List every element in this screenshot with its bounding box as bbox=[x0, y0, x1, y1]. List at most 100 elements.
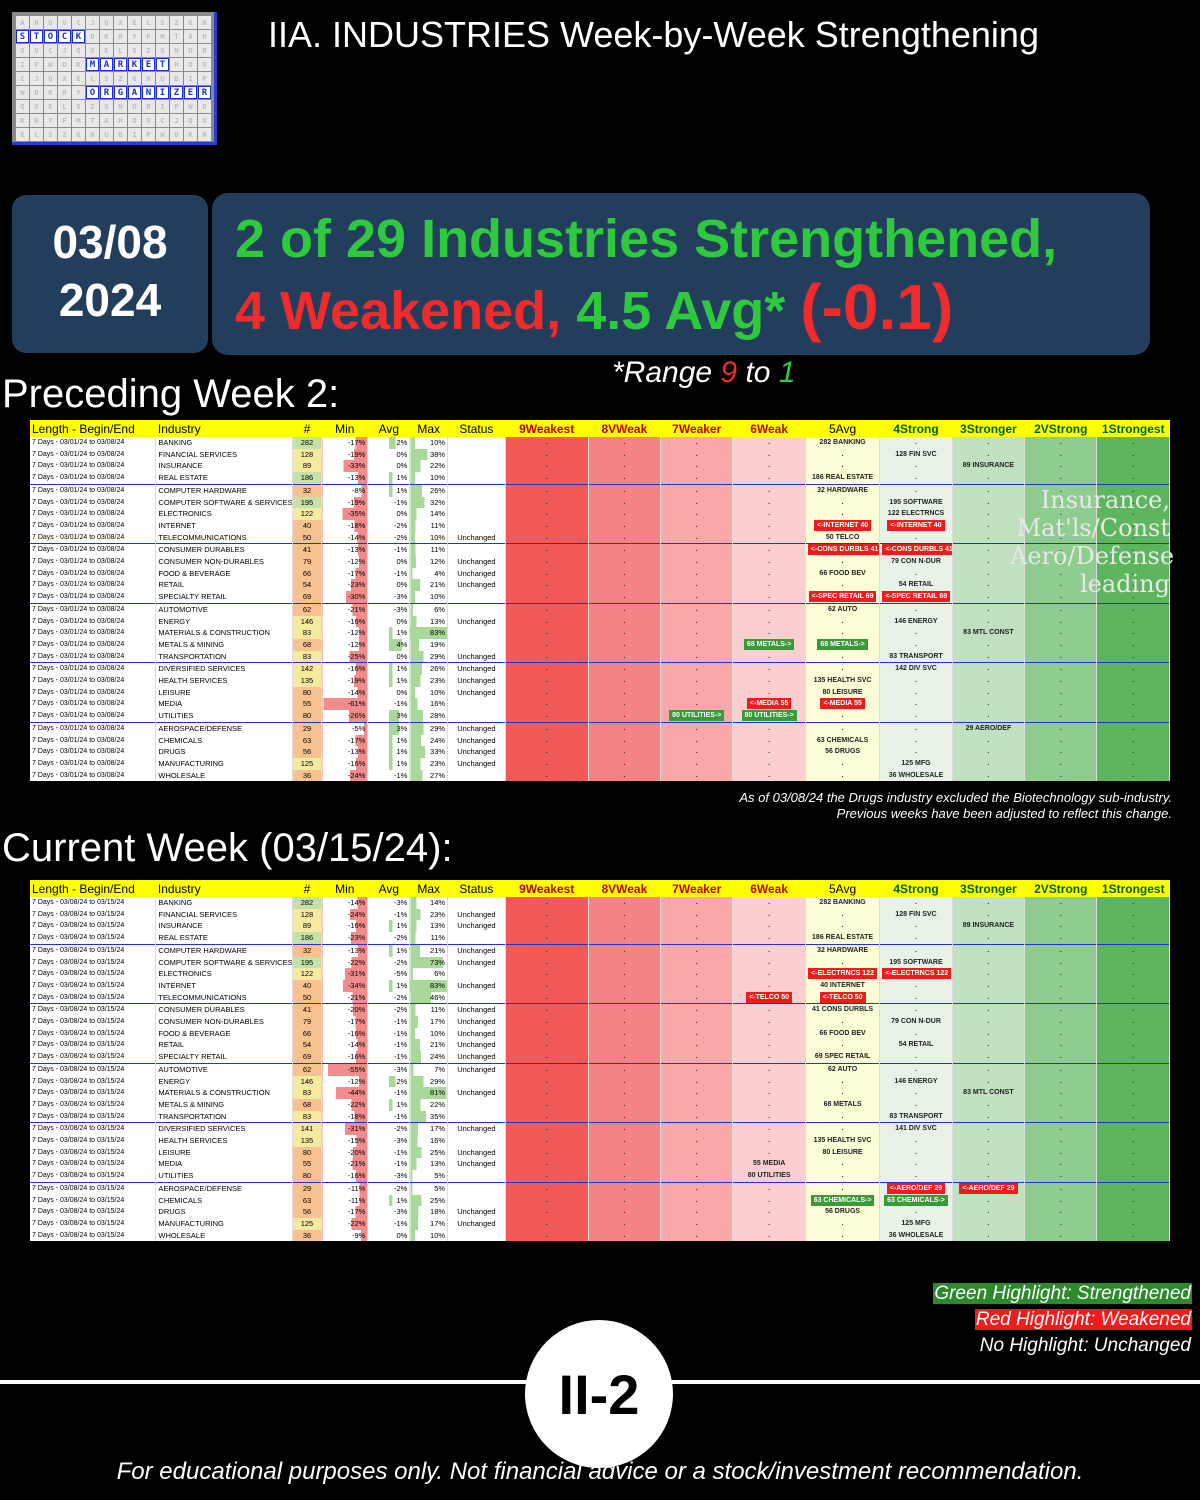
row-count: 142 bbox=[292, 662, 323, 676]
strength-cell: . bbox=[952, 1170, 1026, 1183]
row-industry: AUTOMOTIVE bbox=[155, 602, 293, 616]
strength-cell: . bbox=[1024, 1016, 1098, 1028]
logo-filler-cell: M bbox=[156, 30, 169, 43]
col-header: 8VWeak bbox=[588, 420, 661, 437]
strength-cell: . bbox=[952, 448, 1026, 461]
row-count: 80 bbox=[292, 1170, 323, 1183]
strength-cell: . bbox=[505, 460, 589, 473]
logo-filler-cell: B bbox=[142, 100, 155, 113]
row-industry: MANUFACTURING bbox=[155, 1217, 293, 1230]
row-avg: -1% bbox=[367, 567, 411, 580]
row-industry: DRUGS bbox=[155, 746, 293, 758]
strength-cell: <-INTERNET 40 bbox=[805, 519, 881, 532]
logo-filler-cell: G bbox=[72, 128, 85, 141]
row-max: 26% bbox=[409, 483, 449, 497]
strength-cell: . bbox=[1096, 1146, 1170, 1159]
strength-cell: . bbox=[952, 638, 1026, 651]
strength-cell: . bbox=[505, 1135, 589, 1147]
logo-filler-cell: F bbox=[58, 114, 71, 127]
row-max: 4% bbox=[409, 567, 449, 580]
col-header: 6Weak bbox=[732, 420, 806, 437]
strength-cell: . bbox=[805, 556, 881, 568]
strength-cell: . bbox=[588, 968, 662, 980]
strength-cell: . bbox=[879, 686, 953, 699]
strength-cell: <-SPEC RETAIL 69 bbox=[805, 591, 881, 604]
strength-cell: . bbox=[879, 734, 953, 747]
strength-cell: . bbox=[732, 956, 806, 969]
logo-filler-cell: S bbox=[128, 44, 141, 57]
strength-cell: . bbox=[805, 508, 881, 520]
col-header: # bbox=[292, 880, 322, 897]
row-avg: -3% bbox=[367, 602, 411, 616]
logo-filler-cell: D bbox=[170, 128, 183, 141]
row-avg: 1% bbox=[367, 1194, 411, 1207]
row-min: -17% bbox=[321, 734, 369, 747]
strength-cell: 69 SPEC RETAIL bbox=[805, 1051, 881, 1064]
strength-cell: . bbox=[732, 943, 806, 957]
strength-cell: . bbox=[952, 991, 1026, 1004]
strength-cell: . bbox=[1024, 908, 1098, 921]
strength-cell: . bbox=[1096, 1181, 1170, 1195]
row-max: 33% bbox=[409, 746, 449, 758]
strength-cell: 56 DRUGS bbox=[805, 746, 881, 758]
row-min: -14% bbox=[321, 1039, 369, 1052]
strength-cell: . bbox=[805, 1075, 881, 1088]
industry-rank-tag: 83 TRANSPORT bbox=[889, 652, 943, 660]
row-length: 7 Days - 03/08/24 to 03/15/24 bbox=[30, 1206, 157, 1218]
strength-cell: . bbox=[732, 1027, 806, 1040]
industry-row: 7 Days - 03/08/24 to 03/15/24 RETAIL 54 -14… bbox=[30, 1039, 1170, 1052]
strength-cell: . bbox=[505, 1146, 589, 1159]
row-industry: TELECOMMUNICATIONS bbox=[155, 531, 293, 544]
industry-rank-tag: 282 BANKING bbox=[819, 899, 866, 906]
row-max: 46% bbox=[409, 991, 449, 1004]
row-length: 7 Days - 03/08/24 to 03/15/24 bbox=[30, 1075, 157, 1088]
strength-cell: . bbox=[505, 1229, 589, 1242]
row-count: 141 bbox=[292, 1122, 323, 1136]
row-length: 7 Days - 03/08/24 to 03/15/24 bbox=[30, 1146, 157, 1159]
industry-rank-tag: 125 MFG bbox=[901, 1219, 931, 1227]
row-length: 7 Days - 03/08/24 to 03/15/24 bbox=[30, 968, 157, 980]
col-header: 7Weaker bbox=[660, 420, 733, 437]
strength-cell: . bbox=[732, 746, 806, 758]
row-count: 66 bbox=[292, 567, 323, 580]
logo-filler-cell: O bbox=[16, 44, 29, 57]
industry-rank-tag: 89 INSURANCE bbox=[962, 462, 1015, 470]
logo-filler-cell: C bbox=[16, 72, 29, 85]
strength-cell: . bbox=[505, 556, 589, 568]
logo-filler-cell: U bbox=[156, 72, 169, 85]
row-max: 16% bbox=[409, 1135, 449, 1147]
strength-cell: . bbox=[805, 1110, 881, 1123]
industry-rank-tag: 66 FOOD BEV bbox=[819, 1029, 866, 1037]
row-status: Strengthened bbox=[447, 1194, 506, 1207]
row-industry: AUTOMOTIVE bbox=[155, 1062, 293, 1076]
strength-cell: . bbox=[1024, 1170, 1098, 1183]
strength-cell: . bbox=[879, 1135, 953, 1147]
row-avg: -1% bbox=[367, 769, 411, 782]
col-header: Length - Begin/End bbox=[30, 420, 156, 437]
industry-rank-tag: 69 SPEC RETAIL bbox=[814, 1053, 871, 1061]
strength-cell: . bbox=[952, 979, 1026, 992]
logo-filler-cell: N bbox=[198, 16, 211, 29]
row-count: 32 bbox=[292, 483, 323, 497]
industry-rank-tag: 135 HEALTH SVC bbox=[813, 677, 872, 685]
col-header: 1Strongest bbox=[1096, 880, 1170, 897]
logo-filler-cell: R bbox=[58, 86, 71, 99]
row-industry: FINANCIAL SERVICES bbox=[155, 908, 293, 921]
strength-cell: . bbox=[1096, 721, 1170, 735]
col-header: 6Weak bbox=[732, 880, 806, 897]
strength-cell: . bbox=[732, 721, 806, 735]
logo-filler-cell: W bbox=[16, 86, 29, 99]
industry-rank-tag: 80 LEISURE bbox=[822, 688, 863, 696]
row-industry: HEALTH SERVICES bbox=[155, 675, 293, 687]
industry-row: 7 Days - 03/08/24 to 03/15/24 FINANCIAL S… bbox=[30, 908, 1170, 921]
row-length: 7 Days - 03/01/24 to 03/08/24 bbox=[30, 627, 157, 639]
row-avg: -3% bbox=[367, 1062, 411, 1076]
row-status: Unchanged bbox=[447, 531, 506, 544]
industry-row: 7 Days - 03/01/24 to 03/08/24 CHEMICALS 63… bbox=[30, 734, 1170, 747]
logo-filler-cell: L bbox=[114, 44, 127, 57]
row-industry: METALS & MINING bbox=[155, 1098, 293, 1111]
strength-cell: . bbox=[879, 979, 953, 992]
strength-cell: . bbox=[805, 1217, 881, 1230]
col-header: Max bbox=[409, 880, 448, 897]
logo-filler-cell: R bbox=[114, 30, 127, 43]
